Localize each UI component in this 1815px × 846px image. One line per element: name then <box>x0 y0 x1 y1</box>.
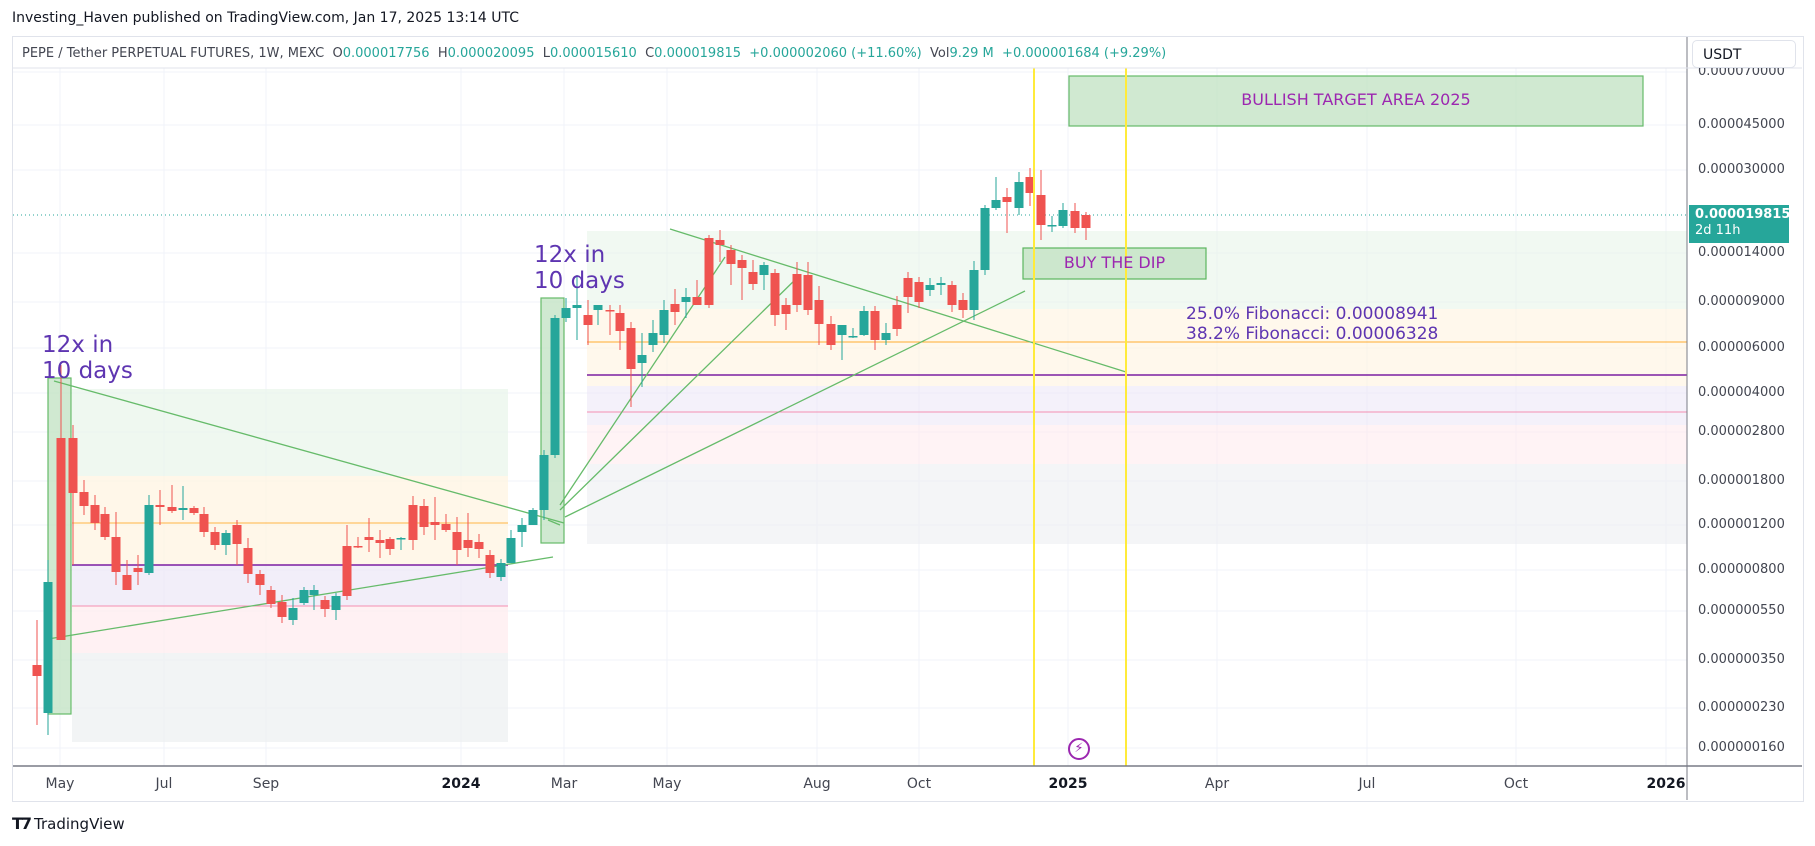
time-tick: Oct <box>906 776 932 792</box>
tradingview-logo[interactable]: T7 TradingView <box>12 814 125 833</box>
time-tick: 2026 <box>1646 776 1686 792</box>
buy-the-dip-label: BUY THE DIP <box>1063 253 1166 272</box>
price-tick: 0.000014000 <box>1698 245 1785 260</box>
time-tick: May <box>45 776 75 792</box>
price-tick: 0.000045000 <box>1698 117 1785 132</box>
bullish-target-label: BULLISH TARGET AREA 2025 <box>1241 90 1471 109</box>
annotation-12x-left: 12x in 10 days <box>42 332 133 384</box>
open-value: 0.000017756 <box>342 46 430 61</box>
fib-25-label: 25.0% Fibonacci: 0.00008941 <box>1186 304 1439 324</box>
time-tick: Sep <box>252 776 280 792</box>
currency-button[interactable]: USDT <box>1692 40 1796 68</box>
annotation-12x-mid: 12x in 10 days <box>534 242 625 294</box>
time-tick: Aug <box>803 776 831 792</box>
symbol-legend: PEPE / Tether PERPETUAL FUTURES, 1W, MEX… <box>22 46 1167 61</box>
volume-value: 9.29 M <box>949 46 994 61</box>
price-tick: 0.000000160 <box>1698 740 1785 755</box>
price-tick: 0.000000230 <box>1698 700 1785 715</box>
time-tick: Apr <box>1204 776 1230 792</box>
lightning-event-icon[interactable]: ⚡ <box>1068 738 1090 760</box>
price-tick: 0.000001200 <box>1698 517 1785 532</box>
high-value: 0.000020095 <box>447 46 535 61</box>
price-tick: 0.000000350 <box>1698 652 1785 667</box>
time-tick: Jul <box>155 776 173 792</box>
bar-countdown: 2d 11h <box>1695 223 1741 238</box>
change-value: +0.000002060 (+11.60%) <box>749 46 922 61</box>
time-tick: Mar <box>550 776 578 792</box>
price-tick: 0.000000550 <box>1698 603 1785 618</box>
price-tick: 0.000000800 <box>1698 562 1785 577</box>
price-tick: 0.000006000 <box>1698 340 1785 355</box>
time-tick: 2025 <box>1048 776 1088 792</box>
time-tick: May <box>652 776 682 792</box>
symbol-title[interactable]: PEPE / Tether PERPETUAL FUTURES, 1W, MEX… <box>22 46 325 61</box>
price-tick: 0.000004000 <box>1698 385 1785 400</box>
low-value: 0.000015610 <box>549 46 637 61</box>
publisher-line: Investing_Haven published on TradingView… <box>12 10 520 26</box>
close-value: 0.000019815 <box>654 46 742 61</box>
price-tick: 0.000002800 <box>1698 424 1785 439</box>
volume-change: +0.000001684 (+9.29%) <box>1002 46 1167 61</box>
fib-38-label: 38.2% Fibonacci: 0.00006328 <box>1186 324 1439 344</box>
time-tick: Jul <box>1358 776 1376 792</box>
price-tick: 0.000009000 <box>1698 294 1785 309</box>
time-tick: 2024 <box>441 776 481 792</box>
price-tick: 0.000030000 <box>1698 162 1785 177</box>
last-price-tag: 0.000019815 2d 11h <box>1689 205 1790 243</box>
tradingview-mark-icon: T7 <box>12 814 32 833</box>
time-tick: Oct <box>1503 776 1529 792</box>
price-tick: 0.000001800 <box>1698 473 1785 488</box>
